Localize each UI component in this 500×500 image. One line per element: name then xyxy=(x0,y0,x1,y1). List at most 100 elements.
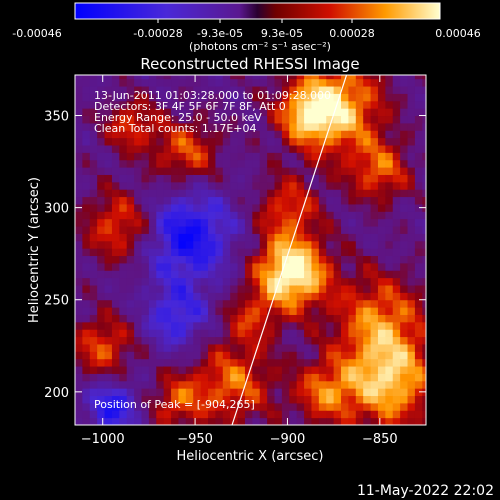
heatmap-cell xyxy=(119,336,128,345)
heatmap-cell xyxy=(215,343,224,352)
heatmap-cell xyxy=(318,159,327,168)
heatmap-cell xyxy=(222,248,231,257)
heatmap-cell xyxy=(244,137,253,146)
heatmap-cell xyxy=(230,395,239,404)
heatmap-cell xyxy=(385,314,394,323)
heatmap-cell xyxy=(363,262,372,271)
heatmap-cell xyxy=(267,218,276,227)
heatmap-cell xyxy=(89,181,98,190)
heatmap-cell xyxy=(141,226,150,234)
heatmap-cell xyxy=(185,307,194,315)
heatmap-cell xyxy=(304,358,312,367)
heatmap-cell xyxy=(208,181,216,190)
heatmap-cell xyxy=(89,248,98,257)
heatmap-cell xyxy=(208,218,216,227)
heatmap-cell xyxy=(230,240,239,249)
heatmap-cell xyxy=(97,203,106,212)
heatmap-cell xyxy=(215,145,224,153)
heatmap-cell xyxy=(185,380,194,389)
heatmap-cell xyxy=(244,108,253,117)
heatmap-cell xyxy=(237,218,246,227)
heatmap-cell xyxy=(370,130,379,139)
heatmap-cell xyxy=(148,115,157,124)
heatmap-cell xyxy=(134,248,143,257)
heatmap-cell xyxy=(244,299,253,308)
heatmap-cell xyxy=(244,115,253,124)
heatmap-cell xyxy=(97,115,106,124)
heatmap-cell xyxy=(318,402,327,411)
heatmap-cell xyxy=(333,174,342,183)
heatmap-cell xyxy=(111,358,120,367)
heatmap-cell xyxy=(178,181,187,190)
heatmap-cell xyxy=(274,336,283,345)
heatmap-cell xyxy=(333,358,342,367)
heatmap-cell xyxy=(222,108,231,117)
heatmap-cell xyxy=(341,321,349,330)
heatmap-cell xyxy=(341,174,349,183)
heatmap-cell xyxy=(193,351,202,360)
heatmap-cell xyxy=(377,329,386,338)
heatmap-cell xyxy=(156,299,165,308)
heatmap-cell xyxy=(422,299,426,308)
heatmap-cell xyxy=(119,196,128,205)
heatmap-cell xyxy=(289,402,298,411)
heatmap-cell xyxy=(414,351,423,360)
heatmap-cell xyxy=(244,321,253,330)
heatmap-cell xyxy=(230,285,239,293)
heatmap-cell xyxy=(377,314,386,323)
heatmap-cell xyxy=(281,402,290,411)
heatmap-cell xyxy=(244,152,253,161)
heatmap-cell xyxy=(370,181,379,190)
heatmap-cell xyxy=(111,93,120,102)
heatmap-cell xyxy=(193,93,202,102)
heatmap-cell xyxy=(252,86,261,94)
heatmap-cell xyxy=(97,285,106,293)
heatmap-cell xyxy=(304,181,312,190)
heatmap-cell xyxy=(171,299,179,308)
heatmap-cell xyxy=(178,159,187,168)
heatmap-cell xyxy=(355,402,364,411)
heatmap-cell xyxy=(185,402,194,411)
heatmap-cell xyxy=(289,218,298,227)
heatmap-cell xyxy=(311,174,320,183)
heatmap-cell xyxy=(208,277,216,286)
heatmap-cell xyxy=(171,321,179,330)
heatmap-cell xyxy=(208,145,216,153)
heatmap-cell xyxy=(163,93,172,102)
heatmap-cell xyxy=(104,203,113,212)
heatmap-cell xyxy=(274,314,283,323)
heatmap-cell xyxy=(318,336,327,345)
heatmap-cell xyxy=(311,299,320,308)
heatmap-cell xyxy=(311,285,320,293)
heatmap-cell xyxy=(274,373,283,382)
heatmap-cells xyxy=(75,75,426,425)
heatmap-cell xyxy=(237,373,246,382)
heatmap-cell xyxy=(400,93,409,102)
heatmap-cell xyxy=(200,299,209,308)
heatmap-cell xyxy=(97,402,106,411)
heatmap-cell xyxy=(134,152,143,161)
heatmap-cell xyxy=(363,270,372,279)
heatmap-cell xyxy=(156,78,165,87)
heatmap-cell xyxy=(111,343,120,352)
heatmap-cell xyxy=(311,395,320,404)
heatmap-cell xyxy=(355,255,364,264)
heatmap-cell xyxy=(141,292,150,301)
heatmap-cell xyxy=(119,262,128,271)
heatmap-cell xyxy=(75,366,83,374)
heatmap-cell xyxy=(148,336,157,345)
heatmap-cell xyxy=(370,395,379,404)
heatmap-cell xyxy=(75,181,83,190)
heatmap-cell xyxy=(89,159,98,168)
heatmap-cell xyxy=(141,152,150,161)
heatmap-cell xyxy=(185,321,194,330)
heatmap-cell xyxy=(163,226,172,234)
heatmap-cell xyxy=(370,211,379,220)
heatmap-cell xyxy=(134,145,143,153)
heatmap-cell xyxy=(126,218,135,227)
heatmap-cell xyxy=(304,270,312,279)
heatmap-cell xyxy=(341,152,349,161)
heatmap-cell xyxy=(215,402,224,411)
heatmap-cell xyxy=(267,410,276,419)
heatmap-cell xyxy=(355,100,364,109)
